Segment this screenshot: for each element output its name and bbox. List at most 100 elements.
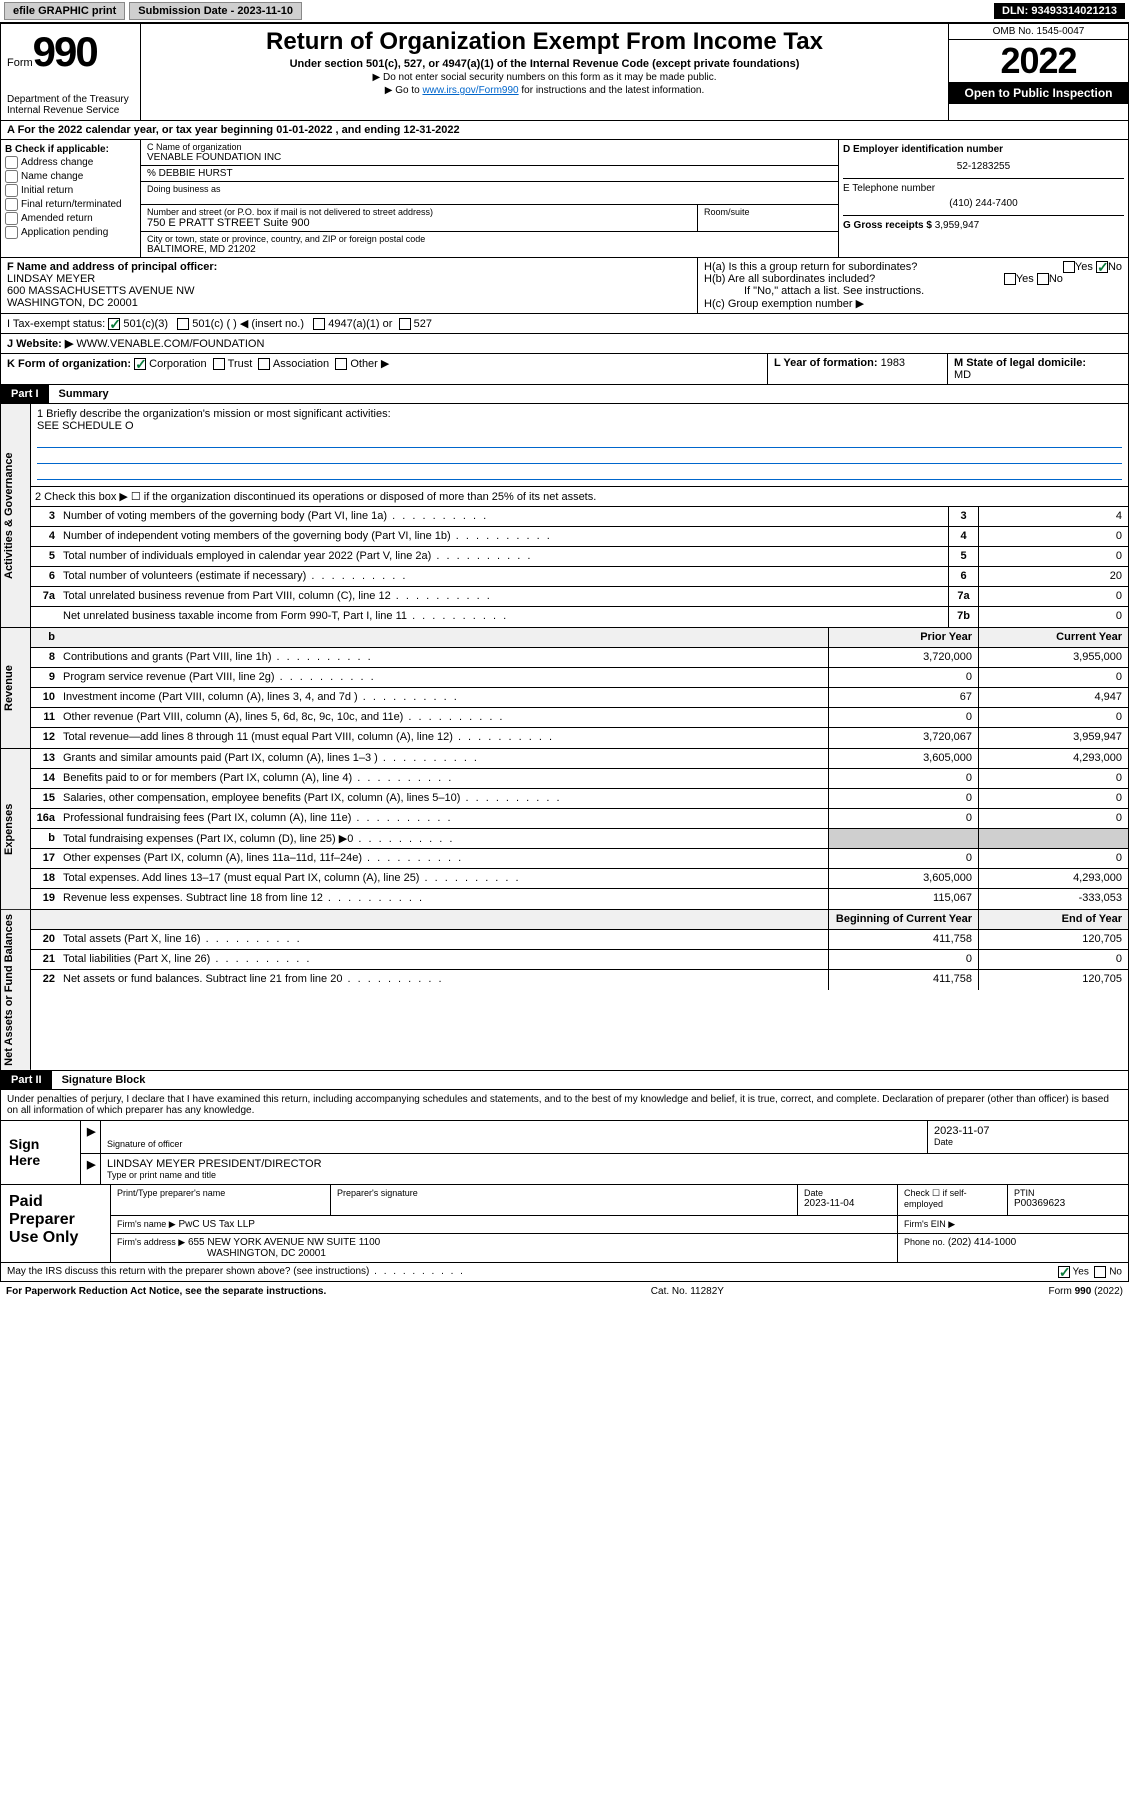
chk-amended[interactable]: Amended return	[5, 212, 136, 225]
ha-label: H(a) Is this a group return for subordin…	[704, 261, 1122, 273]
form-subtitle-2: ▶ Do not enter social security numbers o…	[145, 72, 944, 83]
chk-final-return[interactable]: Final return/terminated	[5, 198, 136, 211]
gross-receipts: 3,959,947	[935, 220, 980, 231]
chk-other[interactable]	[335, 358, 347, 370]
chk-501c3[interactable]	[108, 318, 120, 330]
chk-app-pending[interactable]: Application pending	[5, 226, 136, 239]
chk-527[interactable]	[399, 318, 411, 330]
tab-revenue: Revenue	[1, 628, 31, 748]
sign-here-block: Sign Here ▶ Signature of officer 2023-11…	[0, 1121, 1129, 1185]
firm-name: PwC US Tax LLP	[178, 1219, 255, 1230]
section-expenses: Expenses 13Grants and similar amounts pa…	[0, 749, 1129, 910]
section-governance: Activities & Governance 1 Briefly descri…	[0, 404, 1129, 628]
dln: DLN: 93493314021213	[994, 3, 1125, 19]
chk-501c[interactable]	[177, 318, 189, 330]
street-label: Number and street (or P.O. box if mail i…	[147, 207, 691, 217]
row-i: I Tax-exempt status: 501(c)(3) 501(c) ( …	[0, 314, 1129, 334]
i-label: I Tax-exempt status:	[7, 318, 105, 330]
line-2: 2 Check this box ▶ ☐ if the organization…	[31, 487, 1128, 506]
chk-discuss-no[interactable]	[1094, 1266, 1106, 1278]
table-row: 7aTotal unrelated business revenue from …	[31, 587, 1128, 607]
table-row: 17Other expenses (Part IX, column (A), l…	[31, 849, 1128, 869]
ein-value: 52-1283255	[843, 161, 1124, 172]
footer-right: Form 990 (2022)	[1049, 1286, 1123, 1297]
omb-number: OMB No. 1545-0047	[949, 24, 1128, 40]
col-eoy: End of Year	[978, 910, 1128, 929]
footer: For Paperwork Reduction Act Notice, see …	[0, 1282, 1129, 1301]
table-row: 5Total number of individuals employed in…	[31, 547, 1128, 567]
j-label: J Website: ▶	[7, 338, 73, 350]
chk-initial-return[interactable]: Initial return	[5, 184, 136, 197]
chk-assoc[interactable]	[258, 358, 270, 370]
form-header: Form990 Department of the Treasury Inter…	[0, 23, 1129, 121]
table-row: 11Other revenue (Part VIII, column (A), …	[31, 708, 1128, 728]
hb-label: H(b) Are all subordinates included? Yes …	[704, 273, 1122, 285]
footer-left: For Paperwork Reduction Act Notice, see …	[6, 1286, 326, 1297]
discuss-line: May the IRS discuss this return with the…	[0, 1263, 1129, 1282]
officer-addr2: WASHINGTON, DC 20001	[7, 297, 691, 309]
block-bcd: B Check if applicable: Address change Na…	[0, 140, 1129, 258]
phone-value: (410) 244-7400	[843, 198, 1124, 209]
k-label: K Form of organization:	[7, 358, 131, 370]
efile-print-button[interactable]: efile GRAPHIC print	[4, 2, 125, 20]
part-i-header: Part I Summary	[0, 385, 1129, 404]
table-row: 18Total expenses. Add lines 13–17 (must …	[31, 869, 1128, 889]
table-row: 12Total revenue—add lines 8 through 11 (…	[31, 728, 1128, 748]
chk-corp[interactable]	[134, 358, 146, 370]
table-row: 10Investment income (Part VIII, column (…	[31, 688, 1128, 708]
table-row: 6Total number of volunteers (estimate if…	[31, 567, 1128, 587]
dba-label: Doing business as	[147, 184, 832, 194]
row-klm: K Form of organization: Corporation Trus…	[0, 354, 1129, 385]
section-net-assets: Net Assets or Fund Balances Beginning of…	[0, 910, 1129, 1071]
chk-name-change[interactable]: Name change	[5, 170, 136, 183]
tab-expenses: Expenses	[1, 749, 31, 909]
year-formation: 1983	[881, 357, 905, 369]
paid-preparer-label: Paid Preparer Use Only	[1, 1185, 111, 1262]
irs-label: Internal Revenue Service	[7, 105, 134, 116]
f-label: F Name and address of principal officer:	[7, 261, 691, 273]
table-row: bTotal fundraising expenses (Part IX, co…	[31, 829, 1128, 849]
table-row: 13Grants and similar amounts paid (Part …	[31, 749, 1128, 769]
firm-ein-label: Firm's EIN ▶	[904, 1219, 955, 1229]
website-value: WWW.VENABLE.COM/FOUNDATION	[76, 338, 264, 350]
hc-label: H(c) Group exemption number ▶	[704, 297, 1122, 310]
row-fh: F Name and address of principal officer:…	[0, 258, 1129, 314]
sig-date: 2023-11-07	[934, 1125, 1122, 1137]
dept-treasury: Department of the Treasury	[7, 94, 134, 105]
table-row: 16aProfessional fundraising fees (Part I…	[31, 809, 1128, 829]
chk-trust[interactable]	[213, 358, 225, 370]
g-label: G Gross receipts $	[843, 220, 932, 231]
prep-date: 2023-11-04	[804, 1198, 891, 1209]
care-of: % DEBBIE HURST	[141, 166, 838, 182]
c-name-label: C Name of organization	[147, 142, 832, 152]
tax-year: 2022	[949, 40, 1128, 82]
table-row: 19Revenue less expenses. Subtract line 1…	[31, 889, 1128, 909]
form-prefix: Form	[7, 57, 33, 69]
table-row: Net unrelated business taxable income fr…	[31, 607, 1128, 627]
col-prior-year: Prior Year	[828, 628, 978, 647]
officer-addr1: 600 MASSACHUSETTS AVENUE NW	[7, 285, 691, 297]
open-public-badge: Open to Public Inspection	[949, 82, 1128, 104]
d-label: D Employer identification number	[843, 144, 1124, 155]
table-row: 15Salaries, other compensation, employee…	[31, 789, 1128, 809]
b-label: B Check if applicable:	[5, 144, 136, 155]
state-domicile: MD	[954, 369, 971, 381]
chk-self-employed[interactable]: Check ☐ if self-employed	[904, 1188, 1001, 1209]
form-subtitle-3: ▶ Go to www.irs.gov/Form990 for instruct…	[145, 85, 944, 96]
perjury-text: Under penalties of perjury, I declare th…	[0, 1090, 1129, 1121]
col-current-year: Current Year	[978, 628, 1128, 647]
city-label: City or town, state or province, country…	[147, 234, 832, 244]
table-row: 22Net assets or fund balances. Subtract …	[31, 970, 1128, 990]
footer-cat: Cat. No. 11282Y	[651, 1286, 724, 1297]
chk-4947[interactable]	[313, 318, 325, 330]
irs-link[interactable]: www.irs.gov/Form990	[422, 85, 518, 96]
chk-discuss-yes[interactable]	[1058, 1266, 1070, 1278]
city-address: BALTIMORE, MD 21202	[147, 244, 832, 255]
paid-preparer-block: Paid Preparer Use Only Print/Type prepar…	[0, 1185, 1129, 1263]
chk-address-change[interactable]: Address change	[5, 156, 136, 169]
table-row: 8Contributions and grants (Part VIII, li…	[31, 648, 1128, 668]
table-row: 21Total liabilities (Part X, line 26) 00	[31, 950, 1128, 970]
firm-phone: (202) 414-1000	[948, 1237, 1016, 1248]
ptin: P00369623	[1014, 1198, 1122, 1209]
table-row: 20Total assets (Part X, line 16) 411,758…	[31, 930, 1128, 950]
